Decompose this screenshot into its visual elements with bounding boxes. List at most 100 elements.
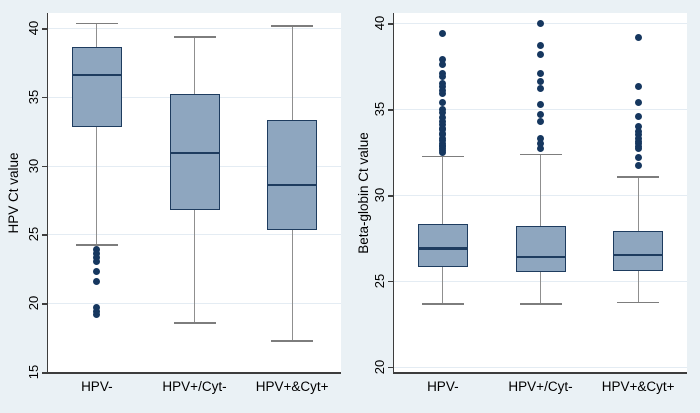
whisker-cap — [173, 36, 216, 38]
y-tick — [42, 303, 48, 305]
outlier-dot — [537, 100, 544, 108]
outlier-dot — [537, 140, 544, 148]
y-tick-label: 25 — [372, 273, 387, 289]
outlier-dot — [93, 254, 101, 262]
whisker — [193, 209, 196, 323]
outlier-dot — [537, 134, 544, 142]
panel-hpv-ct-value: 15 20 25 30 35 40 HPV- HPV+/Cyt- HPV+&Cyt+ HPV Ct… — [6, 13, 341, 394]
outlier-dot — [634, 83, 642, 91]
y-tick — [42, 96, 48, 99]
whisker-cap — [421, 155, 464, 158]
y-axis-line — [46, 13, 49, 374]
whisker-cap — [75, 244, 118, 246]
whisker — [539, 153, 542, 226]
outlier-dot — [634, 112, 642, 120]
outlier-dot — [439, 98, 447, 106]
outlier-dot — [439, 73, 447, 81]
y-tick-label: 25 — [26, 227, 41, 242]
whisker-cap — [519, 153, 562, 156]
y-axis-line — [392, 13, 395, 374]
x-axis-line — [392, 372, 687, 374]
median-line — [169, 152, 220, 155]
outlier-dot — [537, 69, 544, 77]
y-tick — [388, 195, 394, 197]
outlier-dot — [93, 268, 101, 276]
box — [267, 120, 318, 231]
outlier-dot — [537, 78, 544, 86]
outlier-dot — [634, 33, 642, 41]
outlier-dot — [537, 42, 544, 50]
outlier-dot — [93, 277, 101, 285]
median-line — [613, 254, 664, 257]
whisker — [442, 267, 444, 304]
y-gridline — [394, 109, 687, 111]
outlier-dot — [93, 310, 101, 318]
median-line — [267, 183, 318, 187]
whisker — [96, 127, 98, 245]
outlier-dot — [537, 50, 544, 58]
y-tick — [42, 165, 48, 168]
whisker-cap — [271, 340, 314, 342]
y-tick — [388, 366, 394, 369]
whisker — [96, 22, 98, 48]
whisker-cap — [519, 303, 562, 305]
box — [613, 231, 664, 271]
y-tick-label: 20 — [26, 295, 41, 311]
outlier-dot — [93, 250, 101, 258]
category-label: HPV- — [427, 379, 459, 394]
x-axis-line — [46, 372, 341, 374]
outlier-dot — [634, 122, 642, 130]
outlier-dot — [537, 110, 544, 118]
outlier-dot — [537, 117, 544, 125]
category-label: HPV+/Cyt- — [508, 379, 573, 394]
outlier-dot — [537, 19, 544, 27]
y-axis-title: HPV Ct value — [6, 151, 21, 234]
box — [515, 225, 566, 273]
outlier-dot — [439, 109, 447, 117]
whisker-cap — [421, 303, 464, 305]
y-gridline — [48, 28, 341, 30]
whisker — [637, 270, 639, 302]
box — [417, 224, 468, 268]
whisker — [539, 272, 542, 304]
category-label: HPV+/Cyt- — [162, 379, 227, 394]
y-tick-label: 40 — [372, 16, 387, 31]
whisker-cap — [617, 301, 660, 304]
y-tick — [42, 234, 48, 236]
box — [71, 47, 122, 128]
whisker — [637, 176, 639, 232]
y-tick-label: 40 — [26, 20, 41, 36]
whisker-cap — [271, 25, 314, 27]
y-gridline — [394, 366, 687, 368]
y-tick — [388, 280, 394, 283]
whisker — [442, 155, 444, 225]
whisker-cap — [75, 22, 118, 25]
whisker — [291, 25, 293, 121]
outlier-dot — [93, 246, 101, 254]
outlier-dot — [634, 145, 642, 153]
outlier-dot — [634, 153, 642, 161]
y-tick — [388, 23, 394, 25]
outlier-dot — [634, 162, 642, 170]
outlier-dot — [439, 55, 447, 63]
outlier-dot — [93, 258, 101, 266]
y-axis-title: Beta-globin Ct value — [356, 131, 371, 254]
whisker-cap — [617, 176, 660, 178]
median-line — [71, 73, 122, 77]
whisker-cap — [173, 322, 216, 324]
y-tick-label: 35 — [372, 101, 387, 117]
y-tick — [42, 28, 48, 30]
category-label: HPV+&Cyt+ — [255, 379, 329, 394]
median-line — [417, 247, 468, 250]
box — [169, 94, 220, 210]
whisker — [193, 36, 196, 95]
y-tick-label: 30 — [26, 158, 41, 173]
outlier-dot — [439, 30, 447, 38]
category-label: HPV+&Cyt+ — [601, 379, 675, 394]
y-tick — [388, 109, 394, 111]
outlier-dot — [439, 61, 447, 69]
whisker — [291, 230, 293, 341]
y-tick-label: 35 — [26, 89, 41, 105]
outlier-dot — [634, 98, 642, 106]
